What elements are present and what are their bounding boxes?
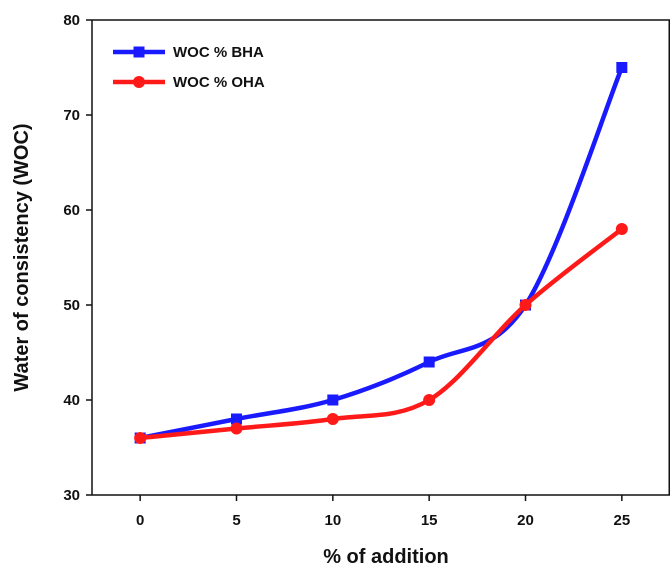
data-point-oha <box>134 432 147 444</box>
data-point-oha <box>326 413 339 425</box>
legend-label-bha: WOC % BHA <box>173 44 264 61</box>
x-tick-label: 0 <box>136 512 144 529</box>
data-point-bha <box>231 413 242 425</box>
y-tick-label: 30 <box>63 487 80 504</box>
plot-frame <box>91 19 670 496</box>
x-tick-label: 15 <box>421 512 438 529</box>
data-point-bha <box>616 62 628 73</box>
y-axis-ticks: 30 40 50 60 70 80 <box>63 12 92 504</box>
x-tick-label: 20 <box>517 512 534 529</box>
data-point-oha <box>230 422 243 435</box>
data-point-oha <box>423 394 436 406</box>
legend-item-oha: WOC % OHA <box>113 74 265 91</box>
y-tick-label: 60 <box>63 202 80 219</box>
x-tick-label: 25 <box>613 512 630 529</box>
x-axis-title: % of addition <box>323 546 449 568</box>
x-axis-ticks: 0 5 10 15 20 25 <box>136 495 630 529</box>
legend-label-oha: WOC % OHA <box>173 74 265 91</box>
y-tick-label: 70 <box>63 107 80 124</box>
y-tick-label: 40 <box>63 392 80 409</box>
y-tick-label: 50 <box>63 297 80 314</box>
y-tick-label: 80 <box>63 12 80 29</box>
data-point-bha <box>423 356 435 368</box>
legend-marker-bha <box>133 46 145 58</box>
data-point-bha <box>327 394 339 406</box>
x-tick-label: 10 <box>324 512 341 529</box>
data-point-oha <box>615 223 628 235</box>
legend-item-bha: WOC % BHA <box>113 44 264 61</box>
y-axis-title: Water of consistency (WOC) <box>11 123 33 391</box>
data-point-oha <box>519 299 532 311</box>
x-tick-label: 5 <box>232 512 240 529</box>
series-line-bha <box>137 65 625 441</box>
legend-marker-oha <box>133 76 145 88</box>
series-layer <box>134 62 628 444</box>
series-oha <box>134 223 628 444</box>
legend: WOC % BHA WOC % OHA <box>113 44 265 91</box>
series-bha <box>134 62 628 444</box>
